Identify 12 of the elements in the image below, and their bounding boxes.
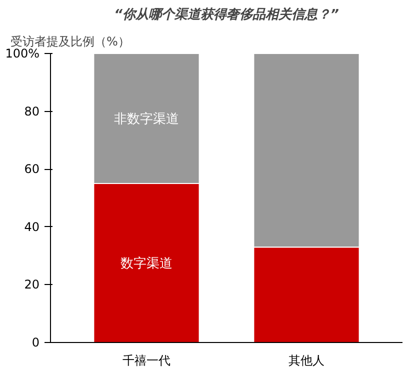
- series-label: 非数字渠道: [114, 111, 179, 126]
- y-tick-label: 40: [24, 220, 40, 234]
- series-label: 数字渠道: [120, 256, 172, 271]
- chart-title: “你从哪个渠道获得奢侈品相关信息？”: [114, 6, 339, 22]
- y-axis-title: 受访者提及比例（%）: [10, 34, 130, 48]
- y-tick-label: 100%: [5, 46, 40, 60]
- y-tick-label: 80: [24, 104, 40, 118]
- x-tick-label: 其他人: [288, 354, 324, 368]
- y-tick-label: 20: [24, 278, 40, 292]
- y-tick-label: 60: [24, 162, 40, 176]
- y-tick-label: 0: [32, 336, 40, 350]
- x-tick-label: 千禧一代: [122, 354, 170, 368]
